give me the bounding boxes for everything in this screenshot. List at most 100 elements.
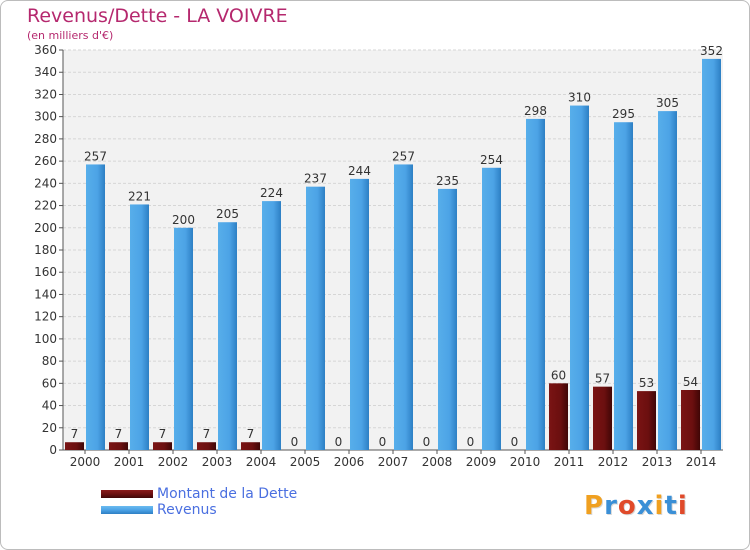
revenue-data-label: 310 (568, 91, 591, 105)
debt-bar (197, 442, 216, 450)
revenue-bar (262, 201, 281, 450)
x-tick-label: 2013 (642, 455, 673, 469)
x-tick-label: 2005 (290, 455, 321, 469)
revenue-bar (658, 111, 677, 450)
y-tick-label: 120 (34, 310, 57, 324)
y-tick-label: 280 (34, 132, 57, 146)
revenue-data-label: 221 (128, 189, 151, 203)
revenue-bar (614, 122, 633, 450)
y-tick-label: 160 (34, 265, 57, 279)
y-tick-label: 80 (42, 354, 57, 368)
revenue-bar (394, 164, 413, 450)
debt-bar (65, 442, 84, 450)
x-tick-label: 2004 (246, 455, 277, 469)
revenue-data-label: 352 (700, 44, 723, 58)
y-tick-label: 340 (34, 65, 57, 79)
debt-bar (593, 386, 612, 450)
debt-bar (109, 442, 128, 450)
debt-bar (549, 383, 568, 450)
y-tick-label: 100 (34, 332, 57, 346)
debt-bar (153, 442, 172, 450)
revenue-bar (438, 188, 457, 450)
revenue-data-label: 254 (480, 153, 503, 167)
debt-bar (241, 442, 260, 450)
debt-data-label: 7 (203, 427, 211, 441)
revenue-data-label: 298 (524, 104, 547, 118)
y-tick-label: 0 (49, 443, 57, 457)
debt-data-label: 0 (335, 435, 343, 449)
debt-data-label: 0 (467, 435, 475, 449)
proxiti-logo: Proxiti (584, 491, 688, 521)
revenue-data-label: 224 (260, 186, 283, 200)
revenue-bar (570, 105, 589, 451)
y-tick-label: 360 (34, 43, 57, 57)
y-tick-label: 240 (34, 176, 57, 190)
x-tick-label: 2010 (510, 455, 541, 469)
revenue-bar (702, 58, 721, 451)
x-tick-label: 2001 (114, 455, 145, 469)
debt-data-label: 0 (423, 435, 431, 449)
debt-data-label: 7 (159, 427, 167, 441)
debt-data-label: 57 (595, 372, 610, 386)
revenue-bar (482, 167, 501, 450)
logo-letter: x (636, 491, 655, 521)
revenue-data-label: 295 (612, 107, 635, 121)
chart-subtitle: (en milliers d'€) (27, 29, 114, 42)
logo-letter: i (654, 491, 665, 521)
x-tick-label: 2003 (202, 455, 233, 469)
revenue-bar (350, 178, 369, 450)
debt-data-label: 0 (511, 435, 519, 449)
y-tick-label: 180 (34, 243, 57, 257)
x-tick-label: 2006 (334, 455, 365, 469)
x-tick-label: 2014 (686, 455, 717, 469)
y-tick-label: 220 (34, 199, 57, 213)
logo-letter: o (617, 491, 637, 521)
debt-data-label: 0 (379, 435, 387, 449)
revenue-bar (130, 204, 149, 450)
y-tick-label: 260 (34, 154, 57, 168)
x-tick-label: 2002 (158, 455, 189, 469)
x-tick-label: 2009 (466, 455, 497, 469)
revenue-bar (526, 118, 545, 450)
revenue-bar (218, 222, 237, 450)
y-tick-label: 320 (34, 87, 57, 101)
debt-data-label: 60 (551, 368, 566, 382)
x-tick-label: 2000 (70, 455, 101, 469)
logo-letter: i (677, 491, 688, 521)
debt-data-label: 7 (115, 427, 123, 441)
revenue-data-label: 235 (436, 174, 459, 188)
y-tick-label: 40 (42, 399, 57, 413)
revenue-data-label: 305 (656, 96, 679, 110)
debt-bar (637, 391, 656, 450)
debt-bar (681, 390, 700, 450)
revenue-bar (174, 227, 193, 450)
x-tick-label: 2007 (378, 455, 409, 469)
logo-letter: P (584, 491, 605, 521)
x-tick-label: 2008 (422, 455, 453, 469)
debt-data-label: 0 (291, 435, 299, 449)
debt-data-label: 7 (71, 427, 79, 441)
debt-data-label: 54 (683, 375, 698, 389)
x-tick-label: 2011 (554, 455, 585, 469)
debt-data-label: 53 (639, 376, 654, 390)
legend-swatch-debt (101, 490, 153, 498)
debt-data-label: 7 (247, 427, 255, 441)
chart-title: Revenus/Dette - LA VOIVRE (27, 5, 288, 27)
y-tick-label: 20 (42, 421, 57, 435)
revenue-data-label: 244 (348, 164, 371, 178)
x-tick-label: 2012 (598, 455, 629, 469)
revenue-data-label: 257 (392, 149, 415, 163)
logo-letter: t (664, 491, 678, 521)
y-tick-label: 60 (42, 376, 57, 390)
revenue-data-label: 205 (216, 207, 239, 221)
legend-swatch-revenue (101, 506, 153, 514)
y-tick-label: 140 (34, 287, 57, 301)
revenue-bar (86, 164, 105, 450)
revenue-bar (306, 186, 325, 450)
logo-letter: r (604, 491, 618, 521)
revenue-data-label: 257 (84, 149, 107, 163)
revenue-data-label: 237 (304, 172, 327, 186)
legend-label-revenue: Revenus (157, 502, 217, 518)
